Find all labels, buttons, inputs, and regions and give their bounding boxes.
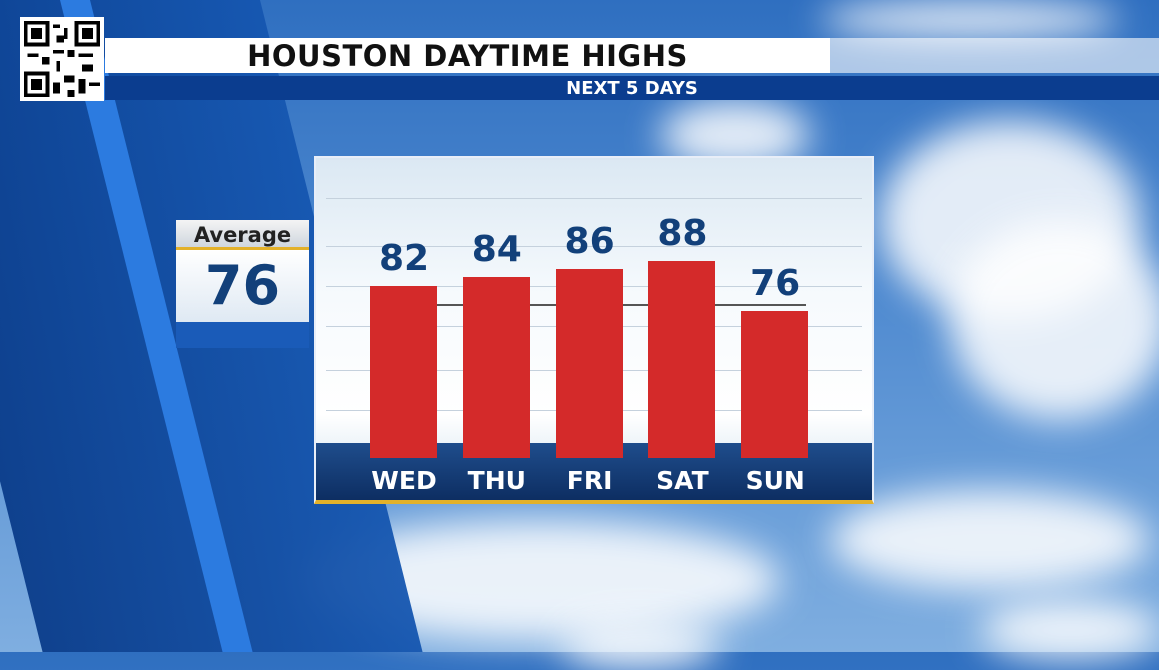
value-label: 86 — [564, 221, 615, 262]
average-box-footer — [176, 322, 309, 348]
value-label: 82 — [378, 237, 430, 279]
category-label: WED — [371, 466, 437, 495]
gridline — [326, 198, 862, 199]
page-subtitle: NEXT 5 DAYS — [105, 76, 1159, 100]
category-label: SAT — [656, 466, 709, 495]
bar-chart: 82 WED 84 THU 86 FRI 88 SAT 76 SUN — [314, 156, 874, 504]
average-box: Average 76 — [176, 220, 309, 348]
value-label: 84 — [471, 229, 522, 271]
value-label: 76 — [750, 263, 801, 304]
average-value: 76 — [176, 250, 309, 322]
bar-wed — [370, 285, 437, 458]
category-label: SUN — [745, 466, 805, 495]
bar-sun — [741, 311, 809, 458]
category-label: FRI — [566, 466, 613, 495]
category-label: THU — [467, 466, 526, 495]
qr-code-icon — [20, 17, 104, 101]
gridline — [326, 246, 862, 247]
bar-sat — [648, 260, 716, 458]
value-label: 88 — [657, 212, 708, 254]
page-title: HOUSTON DAYTIME HIGHS — [105, 38, 830, 73]
bar-thu — [462, 277, 530, 458]
average-label: Average — [176, 220, 309, 250]
title-band-extension — [830, 38, 1159, 73]
bar-fri — [555, 269, 623, 458]
